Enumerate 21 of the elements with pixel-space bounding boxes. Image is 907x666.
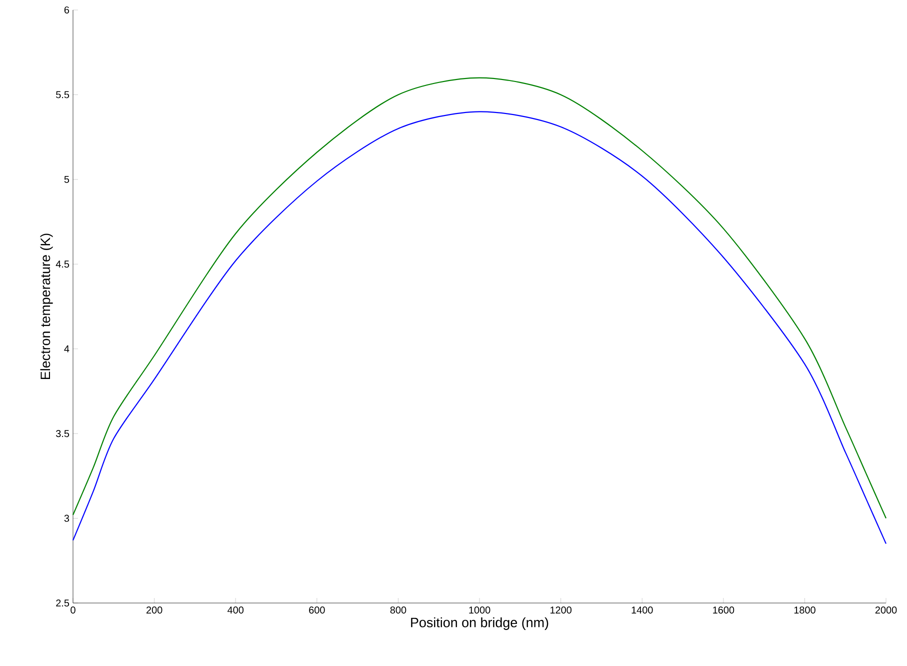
y-tick-label: 2.5 bbox=[56, 599, 70, 607]
x-tick-label: 2000 bbox=[875, 606, 897, 614]
x-axis-title: Position on bridge (nm) bbox=[411, 617, 548, 630]
y-tick-label: 3 bbox=[64, 514, 70, 522]
x-tick-label: 600 bbox=[309, 606, 325, 614]
y-tick-label: 3.5 bbox=[56, 430, 70, 438]
x-tick-label: 1200 bbox=[550, 606, 572, 614]
y-tick-label: 5.5 bbox=[56, 91, 70, 98]
y-axis-title: Electron temperature (K) bbox=[40, 234, 53, 380]
y-tick-label: 4.5 bbox=[56, 260, 70, 268]
x-tick-label: 1600 bbox=[713, 606, 734, 614]
x-tick-label: 200 bbox=[146, 606, 162, 614]
y-tick-label: 4 bbox=[64, 345, 70, 352]
x-tick-label: 800 bbox=[390, 606, 406, 614]
x-tick-label: 1000 bbox=[469, 606, 490, 614]
y-tick-label: 6 bbox=[64, 6, 70, 14]
x-tick-label: 1800 bbox=[794, 606, 816, 614]
x-tick-label: 400 bbox=[228, 606, 244, 614]
x-tick-label: 1400 bbox=[632, 606, 653, 614]
y-tick-label: 5 bbox=[64, 176, 70, 183]
x-tick-label: 0 bbox=[70, 606, 76, 614]
